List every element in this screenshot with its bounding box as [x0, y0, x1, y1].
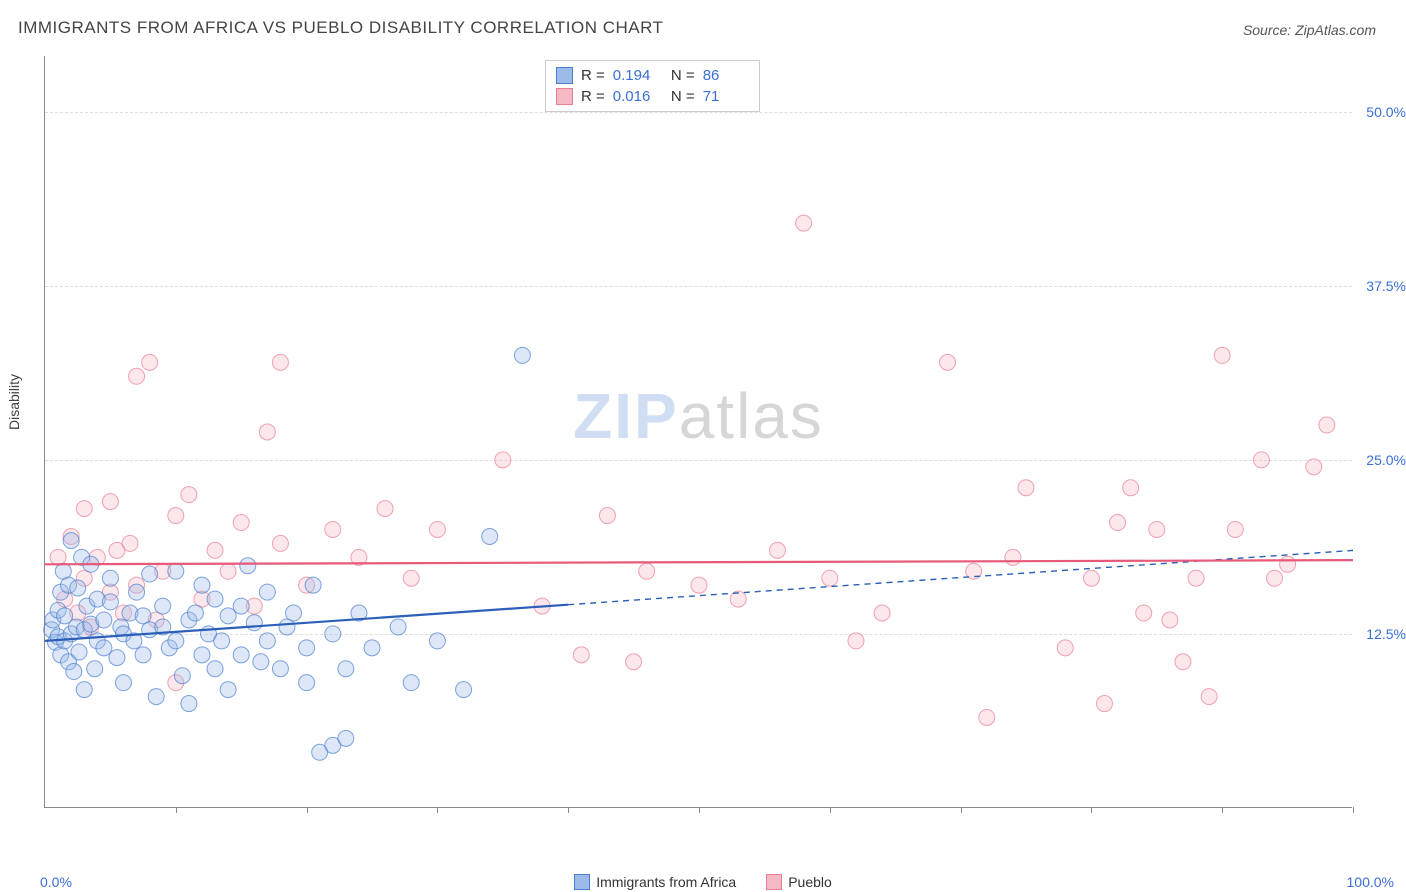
y-axis-label: Disability — [6, 374, 22, 430]
r-label: R = — [581, 88, 605, 105]
bottom-legend: Immigrants from Africa Pueblo — [0, 874, 1406, 890]
y-tick-label: 25.0% — [1366, 452, 1406, 468]
chart-title: IMMIGRANTS FROM AFRICA VS PUEBLO DISABIL… — [18, 18, 663, 38]
stats-row-series-0: R = 0.194 N = 86 — [556, 65, 749, 86]
legend-label-series-0: Immigrants from Africa — [596, 874, 736, 890]
n-value-series-0: 86 — [703, 67, 749, 84]
source-attribution: Source: ZipAtlas.com — [1243, 22, 1376, 38]
r-label: R = — [581, 67, 605, 84]
n-label: N = — [667, 88, 695, 105]
swatch-series-0 — [556, 67, 573, 84]
plot-area: ZIPatlas R = 0.194 N = 86 R = 0.016 N = … — [44, 56, 1352, 808]
legend-item-series-0: Immigrants from Africa — [574, 874, 736, 890]
legend-swatch-series-0 — [574, 874, 590, 890]
header-bar: IMMIGRANTS FROM AFRICA VS PUEBLO DISABIL… — [0, 0, 1406, 46]
legend-swatch-series-1 — [766, 874, 782, 890]
r-value-series-0: 0.194 — [613, 67, 659, 84]
scatter-svg — [45, 56, 1352, 807]
stats-row-series-1: R = 0.016 N = 71 — [556, 86, 749, 107]
y-tick-label: 50.0% — [1366, 104, 1406, 120]
legend-item-series-1: Pueblo — [766, 874, 832, 890]
n-label: N = — [667, 67, 695, 84]
stats-legend-box: R = 0.194 N = 86 R = 0.016 N = 71 — [545, 60, 760, 112]
swatch-series-1 — [556, 88, 573, 105]
n-value-series-1: 71 — [703, 88, 749, 105]
y-tick-label: 37.5% — [1366, 278, 1406, 294]
y-tick-label: 12.5% — [1366, 626, 1406, 642]
legend-label-series-1: Pueblo — [788, 874, 832, 890]
r-value-series-1: 0.016 — [613, 88, 659, 105]
